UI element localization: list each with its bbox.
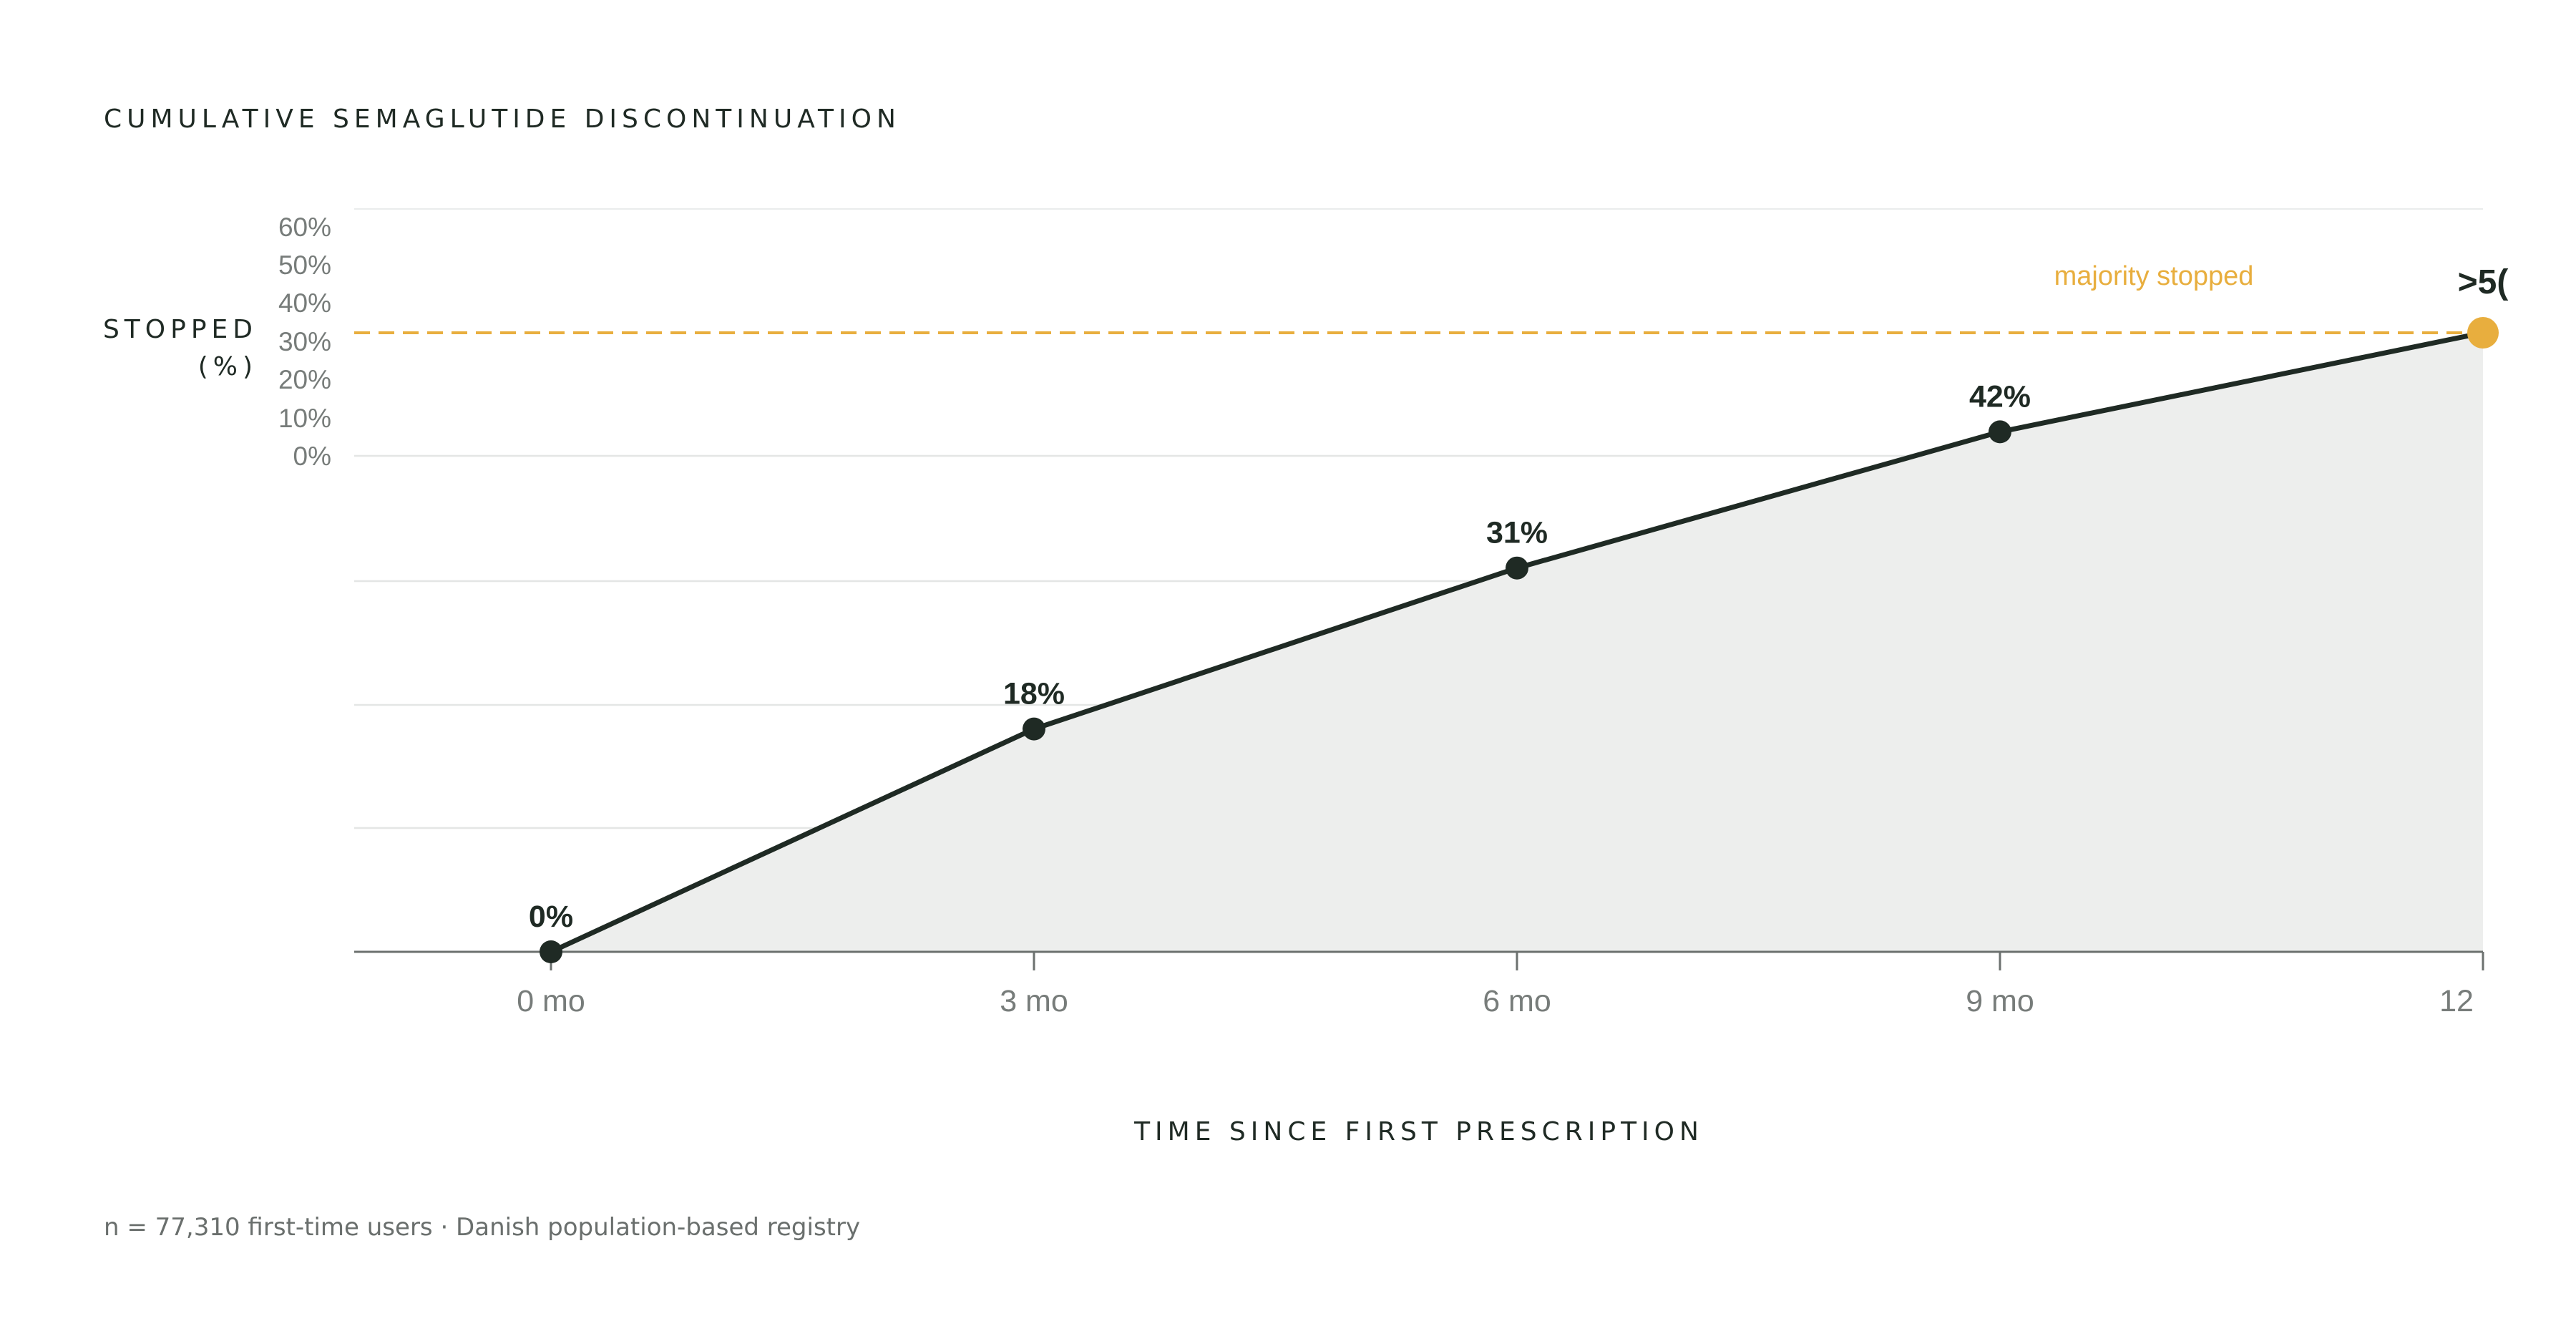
y-tick-label: 50%: [278, 250, 331, 280]
area-fill: [551, 333, 2483, 952]
data-point: [1506, 556, 1528, 580]
data-label: 42%: [1969, 379, 2031, 414]
data-point: [540, 940, 562, 963]
highlight-label: >5(: [2458, 263, 2509, 301]
data-point: [1989, 420, 2011, 444]
data-points: [540, 317, 2499, 963]
footnote: n = 77,310 first-time users · Danish pop…: [104, 1213, 860, 1242]
x-tick-label: 0 mo: [517, 984, 585, 1018]
y-tick-label: 60%: [278, 213, 331, 242]
data-point: [1023, 717, 1045, 741]
y-tick-label: 10%: [278, 404, 331, 433]
x-axis-title: TIME SINCE FIRST PRESCRIPTION: [1133, 1117, 1704, 1146]
data-label: 0%: [529, 900, 573, 934]
x-tick-label: 3 mo: [1000, 984, 1068, 1018]
y-tick-label: 20%: [278, 365, 331, 394]
y-tick-label: 30%: [278, 327, 331, 356]
y-tick-label: 0%: [293, 442, 331, 471]
x-ticks: [550, 952, 2484, 970]
chart-title: CUMULATIVE SEMAGLUTIDE DISCONTINUATION: [104, 104, 901, 134]
x-tick-label: 6 mo: [1483, 984, 1551, 1018]
threshold-label: majority stopped: [2054, 261, 2254, 291]
y-axis-title: STOPPED (%): [103, 315, 258, 381]
y-axis-title-line-1: STOPPED: [103, 315, 258, 344]
data-labels: 0% 18% 31% 42% >5(: [529, 263, 2508, 934]
y-tick-labels: 60% 50% 40% 30% 20% 10% 0%: [278, 213, 331, 471]
x-tick-label: 12: [2439, 984, 2474, 1018]
highlight-point: [2467, 317, 2499, 349]
data-label: 18%: [1003, 677, 1065, 711]
data-label: 31%: [1486, 516, 1548, 550]
x-tick-label: 9 mo: [1966, 984, 2034, 1018]
y-axis-title-line-2: (%): [198, 352, 258, 381]
y-tick-label: 40%: [278, 288, 331, 318]
x-tick-labels: 0 mo 3 mo 6 mo 9 mo 12: [517, 984, 2474, 1018]
